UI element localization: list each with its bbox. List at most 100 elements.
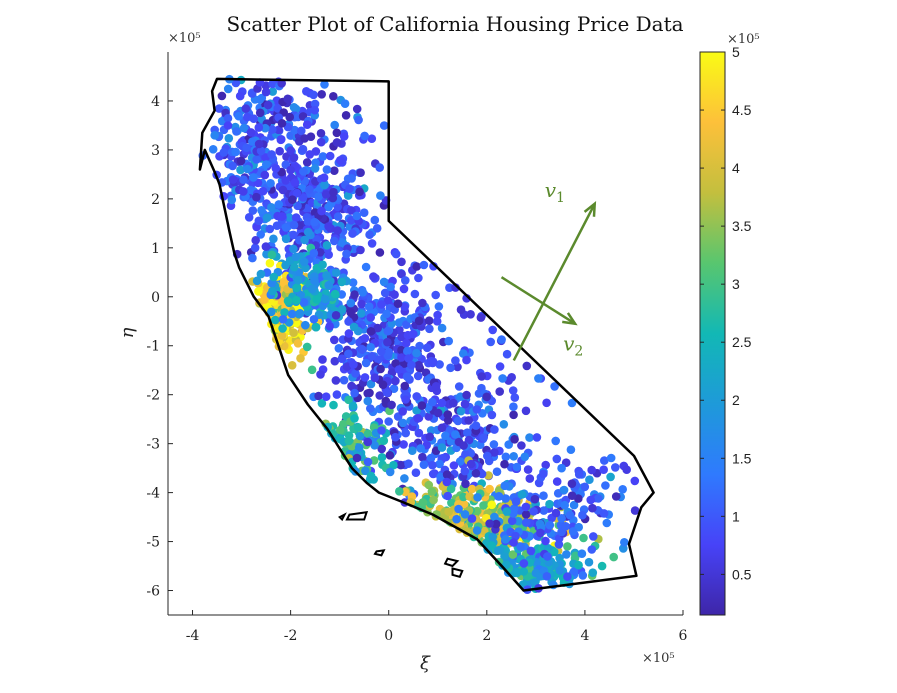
data-point (242, 143, 251, 152)
data-point (435, 360, 444, 369)
data-point (456, 305, 466, 315)
data-point (249, 114, 259, 123)
data-point (385, 467, 395, 477)
data-point (437, 398, 447, 408)
data-point (517, 490, 527, 499)
data-point (516, 542, 525, 551)
data-point (287, 309, 297, 319)
data-point (265, 258, 275, 268)
data-point (451, 356, 460, 365)
data-point (252, 276, 262, 286)
data-point (376, 347, 386, 356)
data-point (444, 507, 454, 516)
data-point (329, 187, 338, 197)
data-point (477, 469, 487, 479)
data-point (373, 323, 383, 333)
data-point (413, 371, 423, 381)
data-point (299, 167, 308, 176)
data-point (365, 230, 374, 239)
data-point (360, 131, 369, 141)
data-point (446, 484, 456, 494)
data-point (277, 331, 287, 340)
y-tick-label: -5 (146, 535, 160, 551)
data-point (532, 433, 542, 442)
data-point (234, 111, 243, 121)
data-point (358, 288, 368, 297)
data-point (223, 84, 233, 94)
data-point (622, 465, 631, 475)
data-point (344, 329, 354, 338)
data-point (375, 248, 385, 257)
data-point (309, 248, 319, 258)
data-point (557, 514, 566, 523)
data-point (357, 309, 366, 318)
data-point (460, 466, 470, 476)
data-point (217, 91, 227, 101)
data-point (268, 286, 277, 296)
data-point (331, 311, 341, 320)
data-point (385, 451, 395, 460)
data-point (305, 185, 314, 194)
data-point (464, 435, 474, 445)
data-point (287, 361, 297, 370)
data-point (380, 288, 390, 298)
data-point (377, 300, 386, 309)
data-point (541, 460, 550, 470)
data-point (246, 185, 255, 195)
data-point (361, 466, 370, 476)
data-point (344, 317, 353, 326)
data-point (417, 401, 427, 410)
data-point (317, 206, 326, 216)
data-point (399, 284, 409, 294)
data-point (370, 373, 380, 383)
data-point (401, 395, 410, 404)
data-point (428, 357, 438, 367)
data-point (620, 538, 629, 547)
data-point (289, 328, 298, 338)
data-point (377, 426, 386, 435)
data-point (545, 520, 555, 530)
data-point (569, 567, 579, 576)
data-point (250, 243, 260, 253)
data-point (567, 398, 577, 408)
data-point (495, 387, 505, 396)
data-point (268, 87, 278, 96)
data-point (360, 373, 370, 382)
y-tick-label: -1 (146, 339, 160, 355)
data-point (316, 137, 326, 147)
data-point (321, 392, 331, 402)
data-point (332, 390, 342, 399)
data-point (551, 436, 560, 446)
data-point (597, 561, 607, 571)
chart-title: Scatter Plot of California Housing Price… (226, 12, 683, 36)
colorbar-gradient (699, 51, 726, 616)
data-point (256, 146, 266, 156)
data-point (461, 479, 470, 489)
colorbar-tick-label: 0.5 (732, 566, 752, 582)
data-point (356, 168, 365, 177)
data-point (447, 498, 456, 508)
data-point (400, 381, 410, 391)
data-point (416, 444, 425, 453)
data-point (268, 125, 277, 134)
data-point (521, 510, 531, 519)
data-point (434, 302, 444, 311)
data-point (330, 236, 339, 246)
data-point (501, 535, 510, 544)
data-point (473, 493, 482, 502)
data-point (290, 125, 299, 135)
data-point (391, 376, 400, 386)
data-point (335, 156, 345, 165)
data-point (403, 346, 412, 356)
data-point (333, 212, 343, 221)
data-point (424, 316, 434, 326)
data-point (364, 302, 374, 311)
data-point (324, 280, 334, 290)
data-point (412, 392, 422, 401)
data-point (419, 260, 429, 270)
data-point (379, 121, 389, 130)
data-point (427, 487, 437, 496)
data-point (302, 120, 312, 129)
y-tick-label: 1 (151, 241, 160, 257)
